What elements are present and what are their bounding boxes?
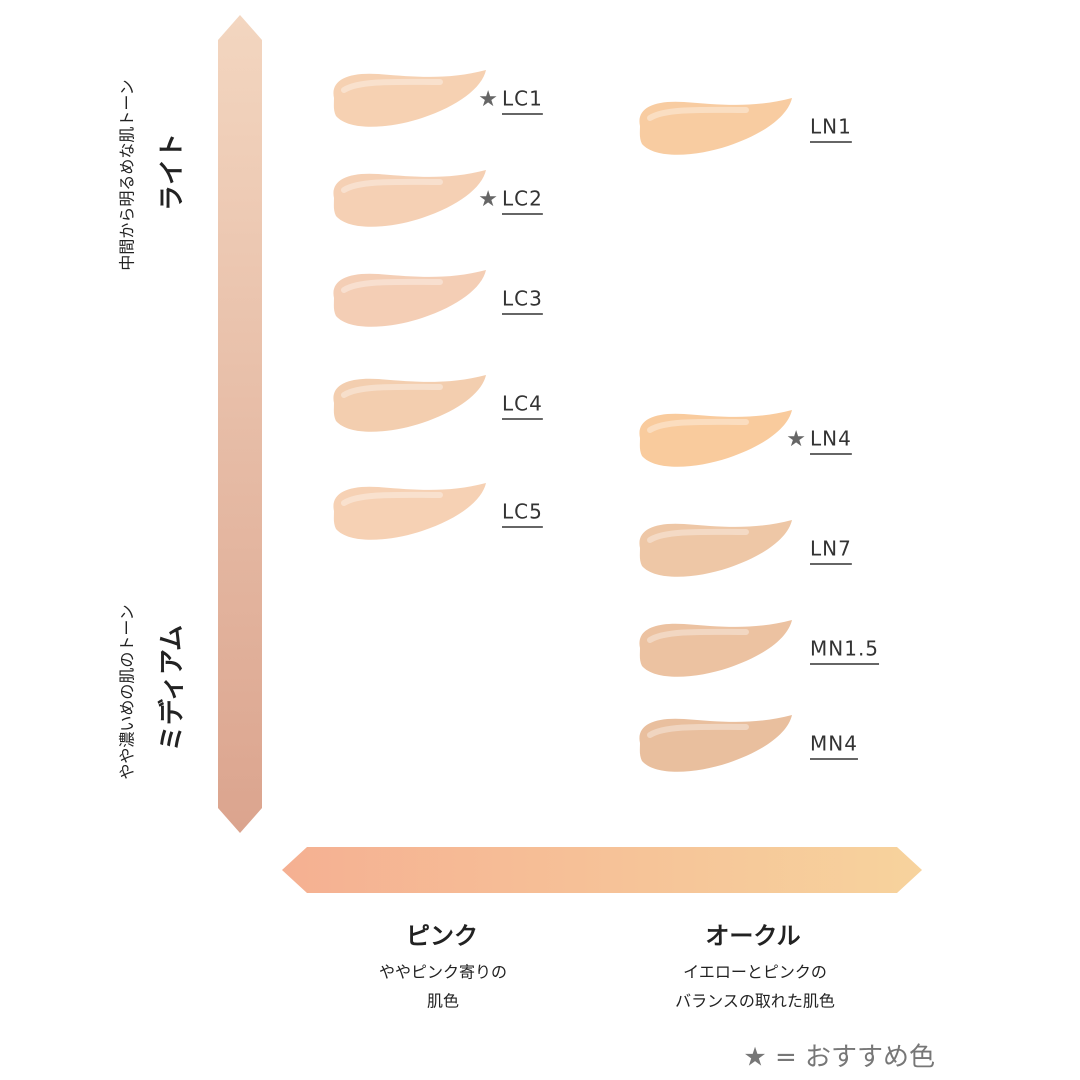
axis-title: ピンク — [406, 922, 478, 950]
recommended-star: ★ — [478, 187, 498, 212]
swatch — [333, 70, 486, 127]
axis-description: 肌色 — [427, 992, 459, 1011]
swatch-label: LN1 — [810, 115, 852, 139]
swatch-label: LC2 — [502, 187, 543, 211]
swatch-label: MN4 — [810, 732, 858, 756]
swatch-label: LC3 — [502, 287, 543, 311]
swatch-highlight — [341, 178, 443, 193]
swatch-highlight — [341, 278, 443, 293]
swatch — [333, 375, 486, 432]
swatch-label: LC4 — [502, 392, 543, 416]
swatch — [333, 270, 486, 327]
swatch — [639, 520, 792, 577]
axis-description: ややピンク寄りの — [379, 963, 507, 982]
axis-description: イエローとピンクの — [683, 963, 827, 982]
recommended-star: ★ — [786, 427, 806, 452]
axis-title: オークル — [705, 922, 800, 950]
swatch-label: LN7 — [810, 537, 852, 561]
axis-subtitle: やや濃いめの肌のトーン — [118, 604, 137, 779]
swatch-highlight — [647, 628, 749, 643]
horizontal-arrow — [282, 847, 922, 893]
swatch — [639, 620, 792, 677]
swatch-highlight — [341, 78, 443, 93]
swatch — [333, 170, 486, 227]
swatch — [639, 98, 792, 155]
swatch-label: LC1 — [502, 87, 543, 111]
swatch — [639, 410, 792, 467]
swatch-highlight — [341, 491, 443, 506]
swatch-highlight — [647, 528, 749, 543]
axis-title: ミディアム — [157, 625, 188, 751]
axis-subtitle: 中間から明るめな肌トーン — [118, 79, 137, 270]
swatch-highlight — [647, 723, 749, 738]
swatch-highlight — [647, 106, 749, 121]
swatch-highlight — [647, 418, 749, 433]
swatch — [333, 483, 486, 540]
axis-description: バランスの取れた肌色 — [675, 992, 835, 1011]
axis-title: ライト — [158, 133, 188, 211]
vertical-arrow — [218, 15, 262, 833]
swatch-label: LC5 — [502, 500, 543, 524]
swatch-highlight — [341, 383, 443, 398]
legend: ★ = おすすめ色 — [743, 1043, 935, 1073]
swatch — [639, 715, 792, 772]
recommended-star: ★ — [478, 87, 498, 112]
swatch-label: MN1.5 — [810, 637, 879, 661]
swatch-label: LN4 — [810, 427, 852, 451]
